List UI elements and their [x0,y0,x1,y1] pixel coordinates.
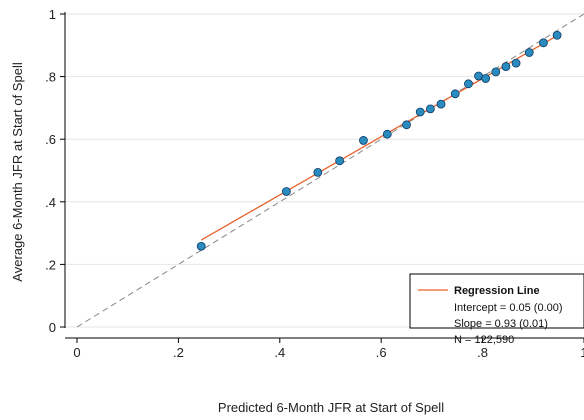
data-point [539,38,548,48]
legend-intercept: Intercept = 0.05 (0.00) [454,302,563,314]
data-point [359,136,368,145]
data-point [382,129,392,139]
data-point [436,99,446,109]
data-point [196,241,206,251]
data-point [281,187,291,196]
axes [64,12,584,339]
y-tick-label: .6 [45,132,56,147]
data-point [415,107,425,117]
legend-slope: Slope = 0.93 (0.01) [454,318,548,330]
data-point [450,89,460,99]
data-point [524,48,534,57]
data-point [402,120,411,130]
x-tick-label: .4 [274,345,285,360]
data-point [335,156,345,166]
data-point [313,167,323,177]
x-tick-label: .8 [477,345,488,360]
y-tick-label: .2 [45,257,56,272]
legend-title: Regression Line [454,285,540,297]
legend-box [409,273,584,329]
legend: Regression Line Intercept = 0.05 (0.00) … [409,273,584,346]
y-ticks: 0 .2 .4 .6 .8 1 [45,7,65,335]
data-point [425,104,435,114]
data-point [501,62,511,71]
x-axis-title: Predicted 6-Month JFR at Start of Spell [218,400,444,415]
legend-n: N = 122,590 [454,334,514,346]
y-tick-label: 1 [49,7,56,22]
data-point [552,30,562,40]
y-axis-title: Average 6-Month JFR at Start of Spell [10,62,25,282]
x-tick-label: .6 [376,345,387,360]
x-tick-label: 0 [73,345,80,360]
x-tick-label: 1 [580,345,584,360]
y-tick-label: .4 [45,195,56,210]
x-tick-label: .2 [173,345,184,360]
data-points [196,30,562,251]
data-point [464,79,473,89]
y-tick-label: 0 [49,320,56,335]
x-ticks: 0 .2 .4 .6 .8 1 [73,338,584,360]
y-tick-label: .8 [45,70,56,85]
data-point [481,74,491,83]
data-point [511,58,521,68]
data-point [491,67,501,77]
